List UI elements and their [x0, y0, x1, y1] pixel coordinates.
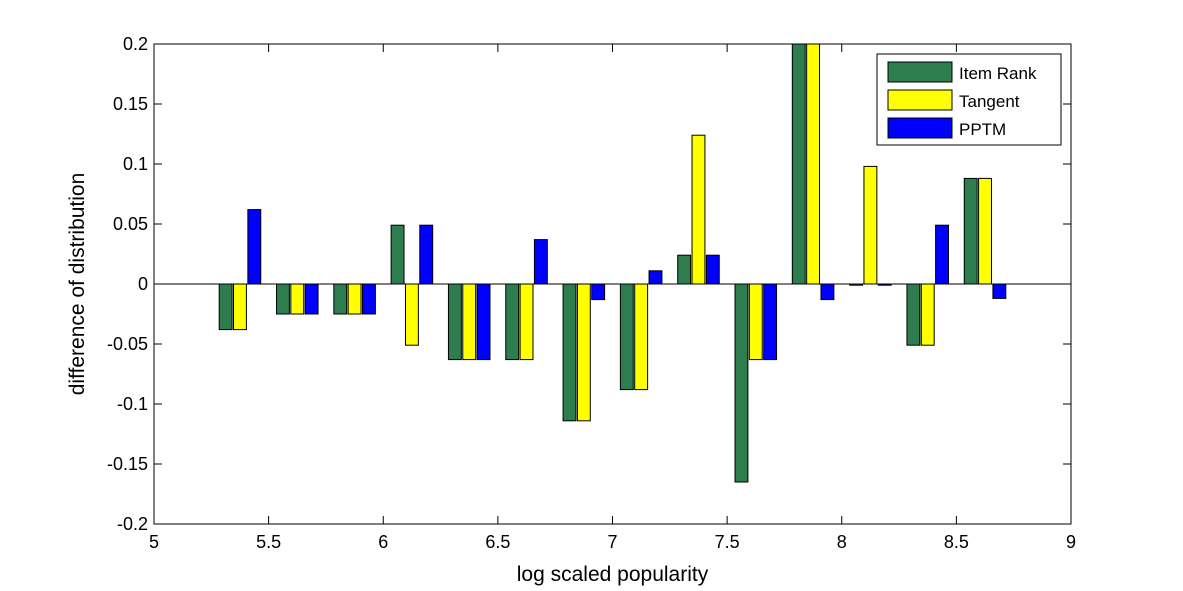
x-axis: 5 5.5 6 6.5 7 7.5 8 8.5 9 [149, 44, 1076, 552]
bar-pptm-4 [476, 283, 491, 361]
bar-item-rank-5 [505, 283, 520, 361]
y-tick-label: -0.15 [107, 454, 148, 474]
bar-tangent-8 [691, 134, 706, 285]
bar-pptm-5 [533, 239, 548, 285]
bar-item-rank-10 [791, 43, 806, 285]
legend-swatch-pptm [887, 117, 953, 139]
bar-tangent-11 [863, 165, 878, 285]
y-tick-label: 0.05 [113, 214, 148, 234]
legend-label-tangent: Tangent [959, 92, 1020, 111]
x-tick-label: 6.5 [485, 532, 510, 552]
y-tick-label: -0.05 [107, 334, 148, 354]
legend-swatch-tangent [887, 89, 953, 111]
bar-item-rank-9 [734, 283, 749, 483]
bar-pptm-12 [935, 224, 949, 285]
x-tick-label: 5 [149, 532, 159, 552]
x-tick-label: 9 [1066, 532, 1076, 552]
bar-tangent-3 [404, 283, 419, 346]
bars-layer [218, 43, 1007, 483]
bar-item-rank-12 [906, 283, 921, 346]
bar-tangent-1 [290, 283, 305, 315]
x-tick-label: 7 [607, 532, 617, 552]
bar-pptm-9 [763, 283, 778, 361]
bar-pptm-13 [992, 283, 1007, 299]
x-tick-label: 8.5 [944, 532, 969, 552]
bar-tangent-4 [462, 283, 477, 361]
x-tick-label: 7.5 [715, 532, 740, 552]
bar-pptm-7 [648, 270, 663, 285]
y-tick-label: 0.1 [123, 154, 148, 174]
bar-pptm-3 [419, 224, 434, 285]
bar-pptm-2 [361, 283, 376, 315]
bar-item-rank-0 [218, 283, 233, 331]
y-tick-label: 0.2 [123, 34, 148, 54]
legend-swatch-item-rank [887, 61, 953, 83]
legend: Item Rank Tangent PPTM [876, 53, 1062, 146]
bar-item-rank-1 [276, 283, 290, 315]
bar-tangent-9 [748, 283, 763, 361]
bar-pptm-8 [705, 254, 720, 285]
bar-item-rank-3 [390, 224, 405, 285]
y-tick-label: -0.1 [117, 394, 148, 414]
y-axis: -0.2 -0.15 -0.1 -0.05 0 0.05 0.1 0.15 0.2 [107, 34, 1071, 534]
y-tick-label: 0 [138, 274, 148, 294]
bar-tangent-13 [978, 177, 992, 285]
bar-item-rank-2 [333, 283, 348, 315]
x-tick-label: 6 [378, 532, 388, 552]
bar-item-rank-13 [963, 177, 978, 285]
legend-label-pptm: PPTM [959, 120, 1006, 139]
y-tick-label: -0.2 [117, 514, 148, 534]
legend-label-item-rank: Item Rank [959, 64, 1037, 83]
x-tick-label: 8 [837, 532, 847, 552]
bar-pptm-0 [247, 209, 262, 285]
bar-tangent-6 [576, 283, 591, 422]
bar-item-rank-4 [447, 283, 462, 361]
bar-tangent-5 [519, 283, 534, 361]
bar-pptm-10 [820, 283, 835, 301]
bar-tangent-7 [634, 283, 649, 391]
x-tick-label: 5.5 [256, 532, 281, 552]
bar-tangent-0 [233, 283, 247, 331]
bar-item-rank-7 [619, 283, 634, 391]
bar-tangent-10 [806, 43, 821, 285]
y-tick-label: 0.15 [113, 94, 148, 114]
y-axis-label: difference of distribution [66, 173, 89, 396]
bar-item-rank-8 [677, 254, 692, 285]
bar-item-rank-6 [562, 283, 577, 422]
bar-tangent-12 [920, 283, 935, 346]
bar-tangent-2 [347, 283, 362, 315]
bar-pptm-1 [304, 283, 319, 315]
bar-pptm-6 [591, 283, 606, 301]
x-axis-label: log scaled popularity [517, 563, 709, 586]
